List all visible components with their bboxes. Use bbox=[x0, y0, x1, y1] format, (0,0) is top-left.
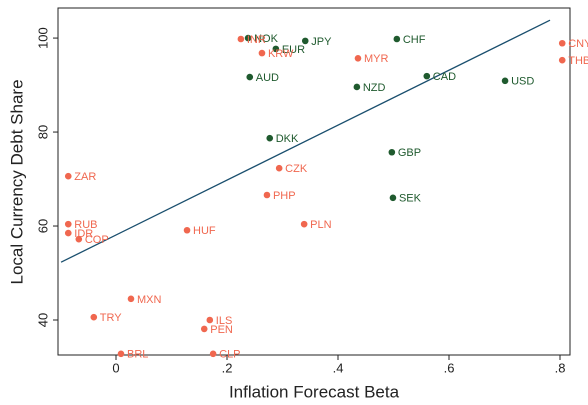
point-label: ILS bbox=[216, 315, 233, 327]
point bbox=[300, 220, 308, 228]
point bbox=[90, 313, 98, 321]
point-label: SEK bbox=[399, 193, 422, 205]
point bbox=[209, 350, 217, 358]
point-label: KRW bbox=[268, 48, 294, 60]
point bbox=[127, 295, 135, 303]
x-tick-label: .6 bbox=[444, 360, 455, 375]
point-label: CHF bbox=[403, 34, 426, 46]
point bbox=[388, 148, 396, 156]
point bbox=[423, 72, 431, 80]
point bbox=[354, 54, 362, 62]
x-tick-label: .2 bbox=[222, 360, 233, 375]
point-label: EUR bbox=[282, 44, 305, 56]
y-tick-label: 40 bbox=[35, 313, 50, 327]
point bbox=[275, 164, 283, 172]
point bbox=[244, 34, 252, 42]
point-label: MXN bbox=[137, 294, 162, 306]
point bbox=[75, 235, 83, 243]
y-tick-label: 100 bbox=[35, 27, 50, 49]
point-label: PEN bbox=[210, 324, 233, 336]
x-axis-title: Inflation Forecast Beta bbox=[229, 382, 400, 401]
plot-frame bbox=[57, 7, 571, 356]
point-label: PLN bbox=[310, 219, 331, 231]
point-label: DKK bbox=[276, 133, 299, 145]
point bbox=[258, 49, 266, 57]
point-label: ZAR bbox=[74, 171, 96, 183]
point-label: COP bbox=[85, 234, 109, 246]
point bbox=[237, 35, 245, 43]
point bbox=[353, 83, 361, 91]
point-label: CAD bbox=[433, 71, 456, 83]
fit-line bbox=[60, 19, 551, 263]
x-tick-label: 0 bbox=[112, 360, 119, 375]
point bbox=[246, 73, 254, 81]
point-label: JPY bbox=[311, 36, 332, 48]
point bbox=[501, 77, 509, 85]
point-label: BRL bbox=[127, 349, 148, 361]
y-tick-label: 60 bbox=[35, 219, 50, 233]
point-label: USD bbox=[511, 76, 534, 88]
point bbox=[117, 350, 125, 358]
point bbox=[389, 194, 397, 202]
point-label: CLP bbox=[219, 349, 240, 361]
point bbox=[206, 316, 214, 324]
point-label: RUB bbox=[74, 219, 97, 231]
point-label: THB bbox=[568, 55, 588, 67]
point-label: AUD bbox=[256, 72, 279, 84]
point-label: GBP bbox=[398, 147, 421, 159]
y-tick-label: 80 bbox=[35, 125, 50, 139]
point-label: HUF bbox=[193, 225, 216, 237]
point-label: INR bbox=[247, 34, 266, 46]
point bbox=[64, 229, 72, 237]
point-label: TRY bbox=[100, 312, 122, 324]
point bbox=[64, 172, 72, 180]
point bbox=[393, 35, 401, 43]
y-axis-title: Local Currency Debt Share bbox=[7, 79, 26, 284]
point bbox=[64, 220, 72, 228]
point bbox=[558, 39, 566, 47]
x-tick-label: .8 bbox=[555, 360, 566, 375]
point bbox=[183, 226, 191, 234]
point bbox=[200, 325, 208, 333]
point bbox=[263, 191, 271, 199]
point-label: NZD bbox=[363, 82, 386, 94]
point bbox=[558, 56, 566, 64]
point-label: PHP bbox=[273, 190, 296, 202]
point-label: CZK bbox=[285, 163, 308, 175]
x-tick-label: .4 bbox=[333, 360, 344, 375]
point bbox=[272, 45, 280, 53]
point-label: CNY bbox=[568, 38, 588, 50]
point bbox=[301, 37, 309, 45]
point-label: MYR bbox=[364, 53, 389, 65]
point-label: NOK bbox=[254, 33, 279, 45]
point bbox=[266, 134, 274, 142]
